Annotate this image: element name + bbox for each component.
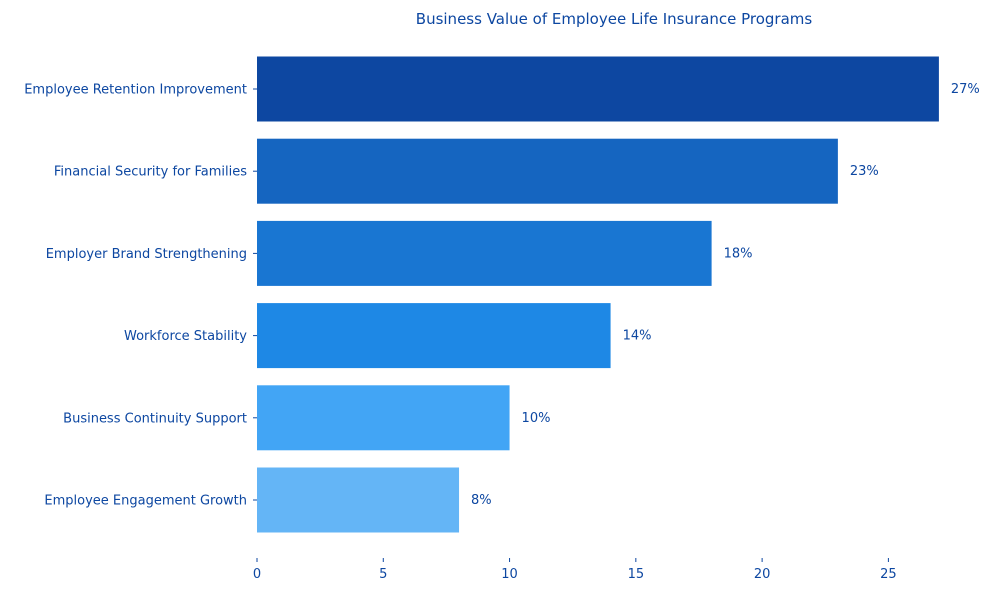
value-label: 8% [471,493,492,508]
category-label: Employee Engagement Growth [44,494,247,509]
value-label: 14% [623,329,652,344]
value-label: 23% [850,164,879,179]
x-tick-label: 15 [628,567,645,582]
category-label: Financial Security for Families [54,165,247,180]
bar [257,467,460,533]
x-axis: 0 5 10 15 20 25 [253,558,897,582]
x-tick-label: 5 [379,567,387,582]
chart-title: Business Value of Employee Life Insuranc… [416,10,813,28]
x-tick-label: 10 [501,567,518,582]
bar [257,385,510,451]
category-label: Business Continuity Support [63,411,247,426]
value-label: 18% [724,246,753,261]
bar [257,56,939,122]
bars-layer [257,56,939,533]
value-labels-layer: 27% 23% 18% 14% 10% 8% [471,82,980,508]
bar [257,138,838,204]
x-tick-label: 25 [880,567,897,582]
x-tick-label: 20 [754,567,771,582]
x-tick-label: 0 [253,567,261,582]
category-label: Employee Retention Improvement [24,83,247,98]
category-label: Workforce Stability [124,329,247,344]
bar [257,220,712,286]
value-label: 10% [522,411,551,426]
category-labels-layer: Employee Retention Improvement Financial … [24,83,257,509]
category-label: Employer Brand Strengthening [46,247,247,262]
value-label: 27% [951,82,980,97]
bar [257,303,611,369]
